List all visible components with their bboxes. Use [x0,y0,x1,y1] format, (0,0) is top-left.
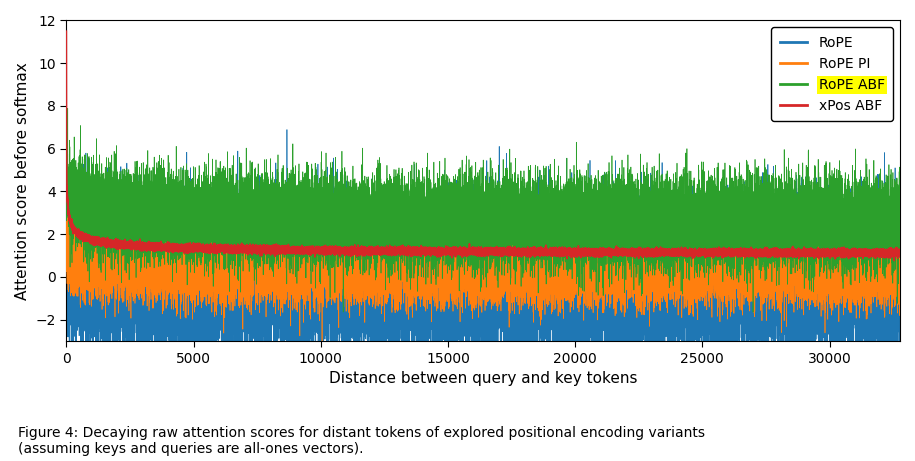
X-axis label: Distance between query and key tokens: Distance between query and key tokens [328,371,638,386]
Y-axis label: Attention score before softmax: Attention score before softmax [15,62,30,300]
Legend: RoPE, RoPE PI, RoPE ABF, xPos ABF: RoPE, RoPE PI, RoPE ABF, xPos ABF [771,28,893,121]
Text: Figure 4: Decaying raw attention scores for distant tokens of explored positiona: Figure 4: Decaying raw attention scores … [18,426,705,456]
